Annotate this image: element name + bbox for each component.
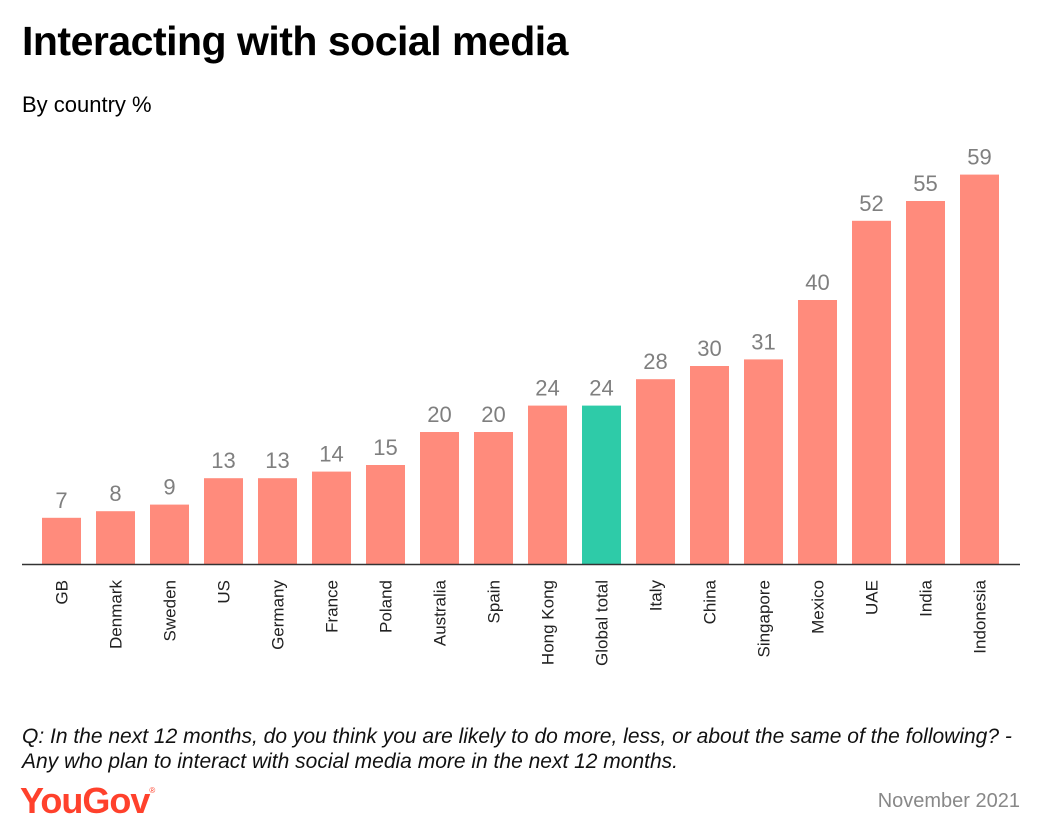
tick-label-germany: Germany [269,580,288,650]
value-label-india: 55 [913,171,937,196]
tick-label-us: US [215,580,234,604]
value-label-uae: 52 [859,191,883,216]
bar-poland [366,465,405,564]
tick-label-denmark: Denmark [107,580,126,649]
value-label-gb: 7 [55,488,67,513]
bar-germany [258,478,297,564]
value-label-hong-kong: 24 [535,376,559,401]
tick-label-mexico: Mexico [809,580,828,634]
tick-label-france: France [323,580,342,633]
value-label-france: 14 [319,442,343,467]
tick-label-china: China [701,579,720,624]
tick-label-uae: UAE [863,580,882,615]
tick-label-italy: Italy [647,580,666,612]
bar-chart: 7 8 9 13 13 14 15 20 20 24 24 28 30 31 40 52 55 59 GB Denm… [22,145,1020,666]
value-labels-layer: 7 8 9 13 13 14 15 20 20 24 24 28 30 31 40 52 55 59 [55,145,991,513]
value-label-global-total: 24 [589,376,613,401]
bar-singapore [744,359,783,564]
bars-layer [42,174,999,565]
bar-spain [474,432,513,564]
bar-italy [636,379,675,564]
value-label-china: 30 [697,336,721,361]
chart-subtitle: By country % [22,92,152,117]
value-label-spain: 20 [481,402,505,427]
bar-hong-kong [528,405,567,564]
bar-us [204,478,243,564]
value-label-indonesia: 59 [967,145,991,170]
bar-gb [42,517,81,564]
registered-mark: ® [149,786,156,795]
tick-label-poland: Poland [377,580,396,633]
value-label-italy: 28 [643,349,667,374]
tick-label-indonesia: Indonesia [971,579,990,653]
bar-india [906,201,945,564]
tick-labels-layer: GB Denmark Sweden US Germany France Poland Aust… [53,579,990,666]
tick-label-global-total: Global total [593,580,612,666]
value-label-germany: 13 [265,448,289,473]
survey-question: Q: In the next 12 months, do you think y… [22,725,1012,773]
yougov-logo: YouGov® [20,780,155,822]
tick-label-spain: Spain [485,580,504,623]
tick-label-australia: Australia [431,579,450,646]
tick-label-singapore: Singapore [755,580,774,658]
bar-australia [420,432,459,564]
bar-indonesia [960,174,999,564]
value-label-singapore: 31 [751,329,775,354]
bar-mexico [798,300,837,564]
chart-title: Interacting with social media [22,18,568,64]
value-label-australia: 20 [427,402,451,427]
tick-label-india: India [917,579,936,616]
value-label-us: 13 [211,448,235,473]
bar-sweden [150,504,189,564]
tick-label-sweden: Sweden [161,580,180,641]
bar-global-total [582,405,621,564]
bar-uae [852,220,891,565]
bar-france [312,471,351,564]
publish-date: November 2021 [877,790,1020,812]
value-label-mexico: 40 [805,270,829,295]
value-label-sweden: 9 [163,475,175,500]
tick-label-gb: GB [53,580,72,605]
value-label-poland: 15 [373,435,397,460]
bar-denmark [96,511,135,564]
tick-label-hong-kong: Hong Kong [539,580,558,665]
bar-china [690,366,729,564]
logo-text: YouGov [20,780,150,821]
value-label-denmark: 8 [109,481,121,506]
